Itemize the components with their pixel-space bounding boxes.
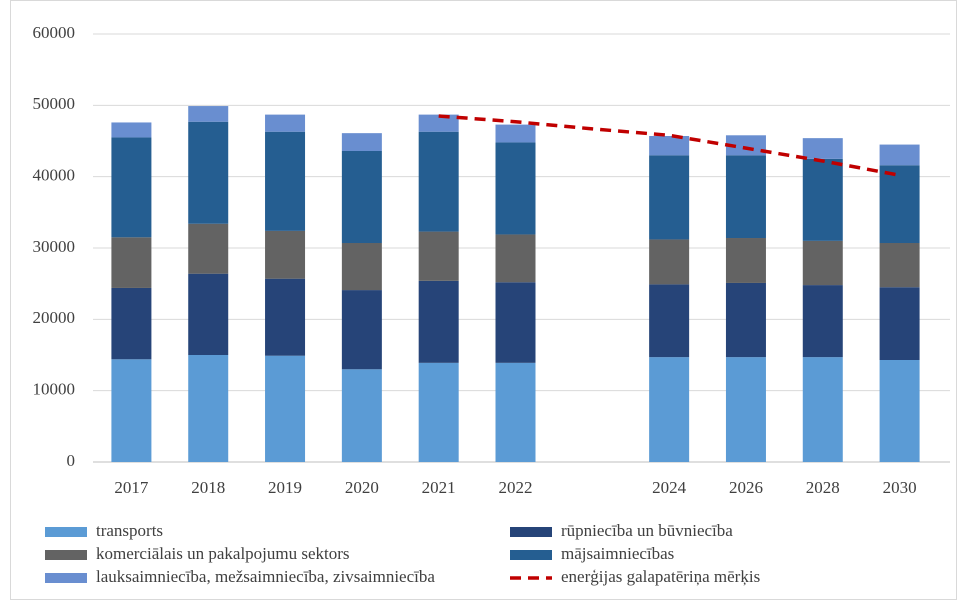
legend-swatch [45, 550, 87, 560]
chart-border [10, 0, 957, 600]
y-tick-label: 30000 [33, 237, 76, 256]
legend-label: rūpniecība un būvniecība [561, 521, 733, 540]
x-tick-label: 2022 [499, 478, 533, 497]
bar-segment [188, 223, 229, 274]
bar-segment [418, 362, 459, 462]
bar-segment [341, 369, 382, 462]
bar-segment [879, 287, 920, 360]
bar-segment [418, 280, 459, 363]
bar-segment [111, 359, 152, 462]
legend-swatch [45, 527, 87, 537]
bar-segment [188, 355, 229, 462]
x-tick-label: 2020 [345, 478, 379, 497]
x-tick-label: 2019 [268, 478, 302, 497]
bar-segment [418, 131, 459, 232]
bar-segment [879, 243, 920, 288]
bar-segment [879, 165, 920, 244]
bar-segment [188, 106, 229, 122]
bar-segment [725, 282, 766, 358]
y-tick-label: 50000 [33, 94, 76, 113]
x-tick-label: 2028 [806, 478, 840, 497]
bar-segment [495, 124, 536, 143]
bar-segment [495, 234, 536, 283]
bar-segment [341, 290, 382, 370]
x-tick-label: 2024 [652, 478, 687, 497]
bar-segment [265, 230, 306, 279]
x-tick-label: 2030 [883, 478, 917, 497]
bar-segment [802, 357, 843, 462]
y-tick-label: 10000 [33, 380, 76, 399]
legend-label: transports [96, 521, 163, 540]
bar-segment [111, 287, 152, 360]
bar-segment [802, 138, 843, 159]
bar-segment [341, 150, 382, 244]
legend-swatch [510, 550, 552, 560]
bar-segment [802, 158, 843, 241]
y-tick-label: 60000 [33, 23, 76, 42]
y-tick-label: 0 [67, 451, 76, 470]
legend-swatch [510, 527, 552, 537]
y-tick-label: 20000 [33, 308, 76, 327]
target-line [438, 114, 900, 177]
bar-segment [879, 144, 920, 166]
bar-segment [802, 240, 843, 286]
legend-label: komerciālais un pakalpojumu sektors [96, 544, 350, 563]
bar-segment [188, 121, 229, 224]
legend-label: mājsaimniecības [561, 544, 674, 563]
legend-swatch [45, 573, 87, 583]
bar-segment [802, 285, 843, 358]
bar-segment [879, 359, 920, 462]
legend-label: enerģijas galapatēriņa mērķis [561, 567, 760, 586]
x-tick-label: 2017 [114, 478, 149, 497]
bar-segment [265, 114, 306, 132]
bar-segment [418, 231, 459, 281]
bar-segment [265, 278, 306, 356]
bar-segment [725, 135, 766, 156]
bar-segment [341, 243, 382, 291]
bar-segment [649, 155, 690, 240]
bar-segment [649, 136, 690, 156]
bar-segment [649, 239, 690, 285]
bar-segment [111, 122, 152, 138]
bar-segment [495, 142, 536, 235]
bar-segment [418, 114, 459, 132]
bar-segment [495, 362, 536, 462]
bar-segment [188, 273, 229, 355]
y-tick-label: 40000 [33, 166, 76, 185]
legend-label: lauksaimniecība, mežsaimniecība, zivsaim… [96, 567, 435, 586]
bar-segment [725, 357, 766, 462]
x-tick-label: 2021 [422, 478, 456, 497]
bar-segment [649, 284, 690, 358]
bar-segment [111, 237, 152, 288]
bar-segment [725, 238, 766, 283]
bar-segment [649, 357, 690, 462]
bar-segment [495, 282, 536, 363]
bar-segment [341, 133, 382, 151]
bar-segment [111, 137, 152, 238]
bar-segment [725, 155, 766, 239]
x-tick-label: 2026 [729, 478, 763, 497]
x-tick-label: 2018 [191, 478, 225, 497]
bar-segment [265, 355, 306, 462]
bar-segment [265, 131, 306, 231]
